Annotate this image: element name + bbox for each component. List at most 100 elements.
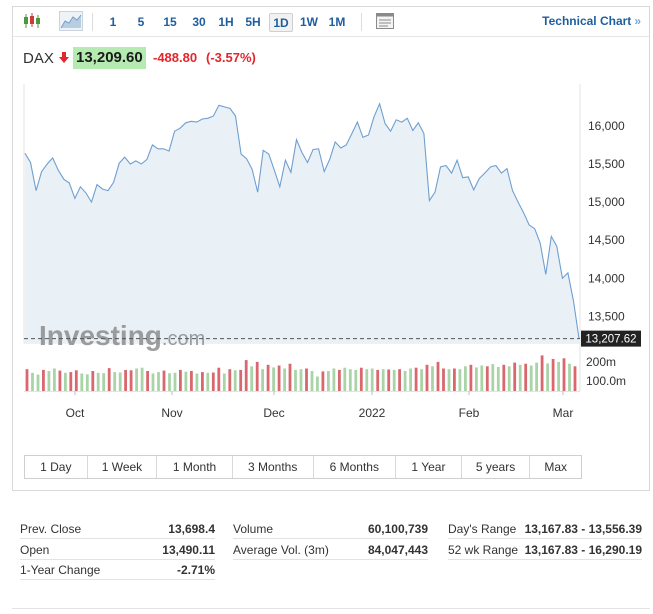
interval-1-button[interactable]: 1 [109, 15, 117, 29]
range-5-years-button[interactable]: 5 years [462, 456, 531, 478]
volume-bar [36, 374, 40, 391]
interval-1h-button[interactable]: 1H [218, 15, 234, 29]
volume-bar [233, 370, 237, 391]
interval-15-button[interactable]: 15 [163, 15, 177, 29]
volume-bar [480, 365, 484, 391]
volume-bar [277, 365, 281, 391]
volume-bar [327, 371, 330, 391]
volume-bar [140, 367, 144, 391]
price-chart[interactable]: Investing.com 13,207.62 16,000 15,500 15,000… [13, 7, 649, 447]
arrow-down-icon [59, 50, 69, 68]
volume-bar [568, 363, 571, 391]
y-tick-label: 14,500 [588, 233, 625, 247]
range-1-week-button[interactable]: 1 Week [88, 456, 158, 478]
volume-bar [376, 369, 380, 391]
area-chart-icon[interactable] [59, 11, 83, 31]
volume-tick-label: 200m [586, 355, 616, 369]
volume-bar [266, 364, 270, 391]
volume-bar [272, 367, 275, 391]
stat-average-volume: Average Vol. (3m) 84,047,443 [233, 540, 428, 560]
y-tick-label: 15,500 [588, 157, 625, 171]
volume-bar [562, 358, 566, 391]
range-3-months-button[interactable]: 3 Months [233, 456, 314, 478]
volume-bar [398, 369, 401, 391]
stat-value: 84,047,443 [367, 543, 428, 557]
volume-bar [124, 369, 127, 391]
stat-label: Open [20, 543, 50, 557]
volume-bar [179, 369, 182, 391]
stat-prev-close: Prev. Close 13,698.4 [20, 519, 215, 539]
range-1-year-button[interactable]: 1 Year [396, 456, 462, 478]
volume-bar [491, 364, 495, 391]
volume-bar [348, 369, 352, 391]
volume-bar [184, 371, 188, 391]
range-6-months-button[interactable]: 6 Months [314, 456, 397, 478]
volume-bar [250, 366, 254, 391]
volume-bar [228, 369, 232, 391]
x-tick-label: Dec [263, 406, 284, 420]
volume-bar [425, 364, 429, 391]
volume-bar [146, 371, 149, 391]
interval-5-button[interactable]: 5 [137, 15, 145, 29]
range-1-month-button[interactable]: 1 Month [157, 456, 233, 478]
volume-bar [162, 370, 166, 391]
chart-toolbar: 1 5 15 30 1H 5H 1D 1W 1M Technical Chart… [13, 7, 649, 37]
volume-bar [392, 369, 396, 391]
y-tick-label: 16,000 [588, 119, 625, 133]
volume-bar [261, 369, 264, 391]
range-1-day-button[interactable]: 1 Day [25, 456, 88, 478]
interval-1m-button[interactable]: 1M [328, 15, 346, 29]
toolbar-divider [92, 13, 93, 31]
volume-bar [58, 370, 62, 391]
stat-label: Day's Range [448, 522, 517, 536]
volume-bar [431, 366, 434, 391]
volume-bar [409, 368, 412, 391]
technical-chart-link[interactable]: Technical Chart» [542, 14, 641, 28]
volume-bar [151, 373, 155, 391]
volume-bar [288, 363, 292, 391]
volume-bar [222, 373, 226, 391]
volume-bar [85, 374, 89, 391]
x-tick-label: 2022 [359, 406, 386, 420]
volume-bar [201, 372, 204, 391]
volume-bar [535, 362, 538, 391]
technical-chart-label: Technical Chart [542, 14, 632, 28]
volume-bar [387, 369, 391, 391]
volume-bar [91, 371, 95, 391]
price-area-fill [25, 103, 579, 343]
volume-bar [168, 373, 171, 391]
volume-bar [370, 368, 374, 391]
volume-bar [540, 355, 544, 391]
time-range-selector: 1 Day 1 Week 1 Month 3 Months 6 Months 1… [24, 455, 582, 479]
volume-bar [354, 369, 358, 391]
stat-value: 13,167.83 - 13,556.39 [524, 522, 642, 536]
volume-bar [244, 360, 248, 391]
volume-bar [469, 364, 473, 391]
candlestick-chart-icon[interactable] [21, 11, 43, 31]
price-line [24, 102, 580, 339]
volume-bar [573, 366, 577, 391]
indicators-panel-icon[interactable] [374, 11, 396, 31]
volume-bar [47, 371, 51, 391]
volume-bar [64, 372, 67, 391]
interval-30-button[interactable]: 30 [192, 15, 206, 29]
volume-bar [42, 369, 45, 391]
interval-5h-button[interactable]: 5H [245, 15, 261, 29]
y-tick-label: 15,000 [588, 195, 625, 209]
volume-bar [453, 368, 456, 391]
volume-bar [299, 369, 303, 391]
range-max-button[interactable]: Max [544, 460, 568, 474]
volume-bar [513, 362, 517, 391]
volume-bar [316, 376, 319, 391]
interval-1w-button[interactable]: 1W [300, 15, 318, 29]
volume-bar [475, 367, 478, 391]
last-value-label: 13,207.62 [585, 334, 636, 346]
volume-bar [403, 371, 407, 391]
instrument-symbol: DAX [23, 50, 54, 67]
volume-bar [53, 368, 56, 391]
volume-bar [118, 372, 122, 391]
volume-bar [557, 361, 560, 391]
interval-1d-button[interactable]: 1D [269, 13, 293, 32]
stat-label: Average Vol. (3m) [233, 543, 329, 557]
volume-bar [485, 366, 489, 391]
